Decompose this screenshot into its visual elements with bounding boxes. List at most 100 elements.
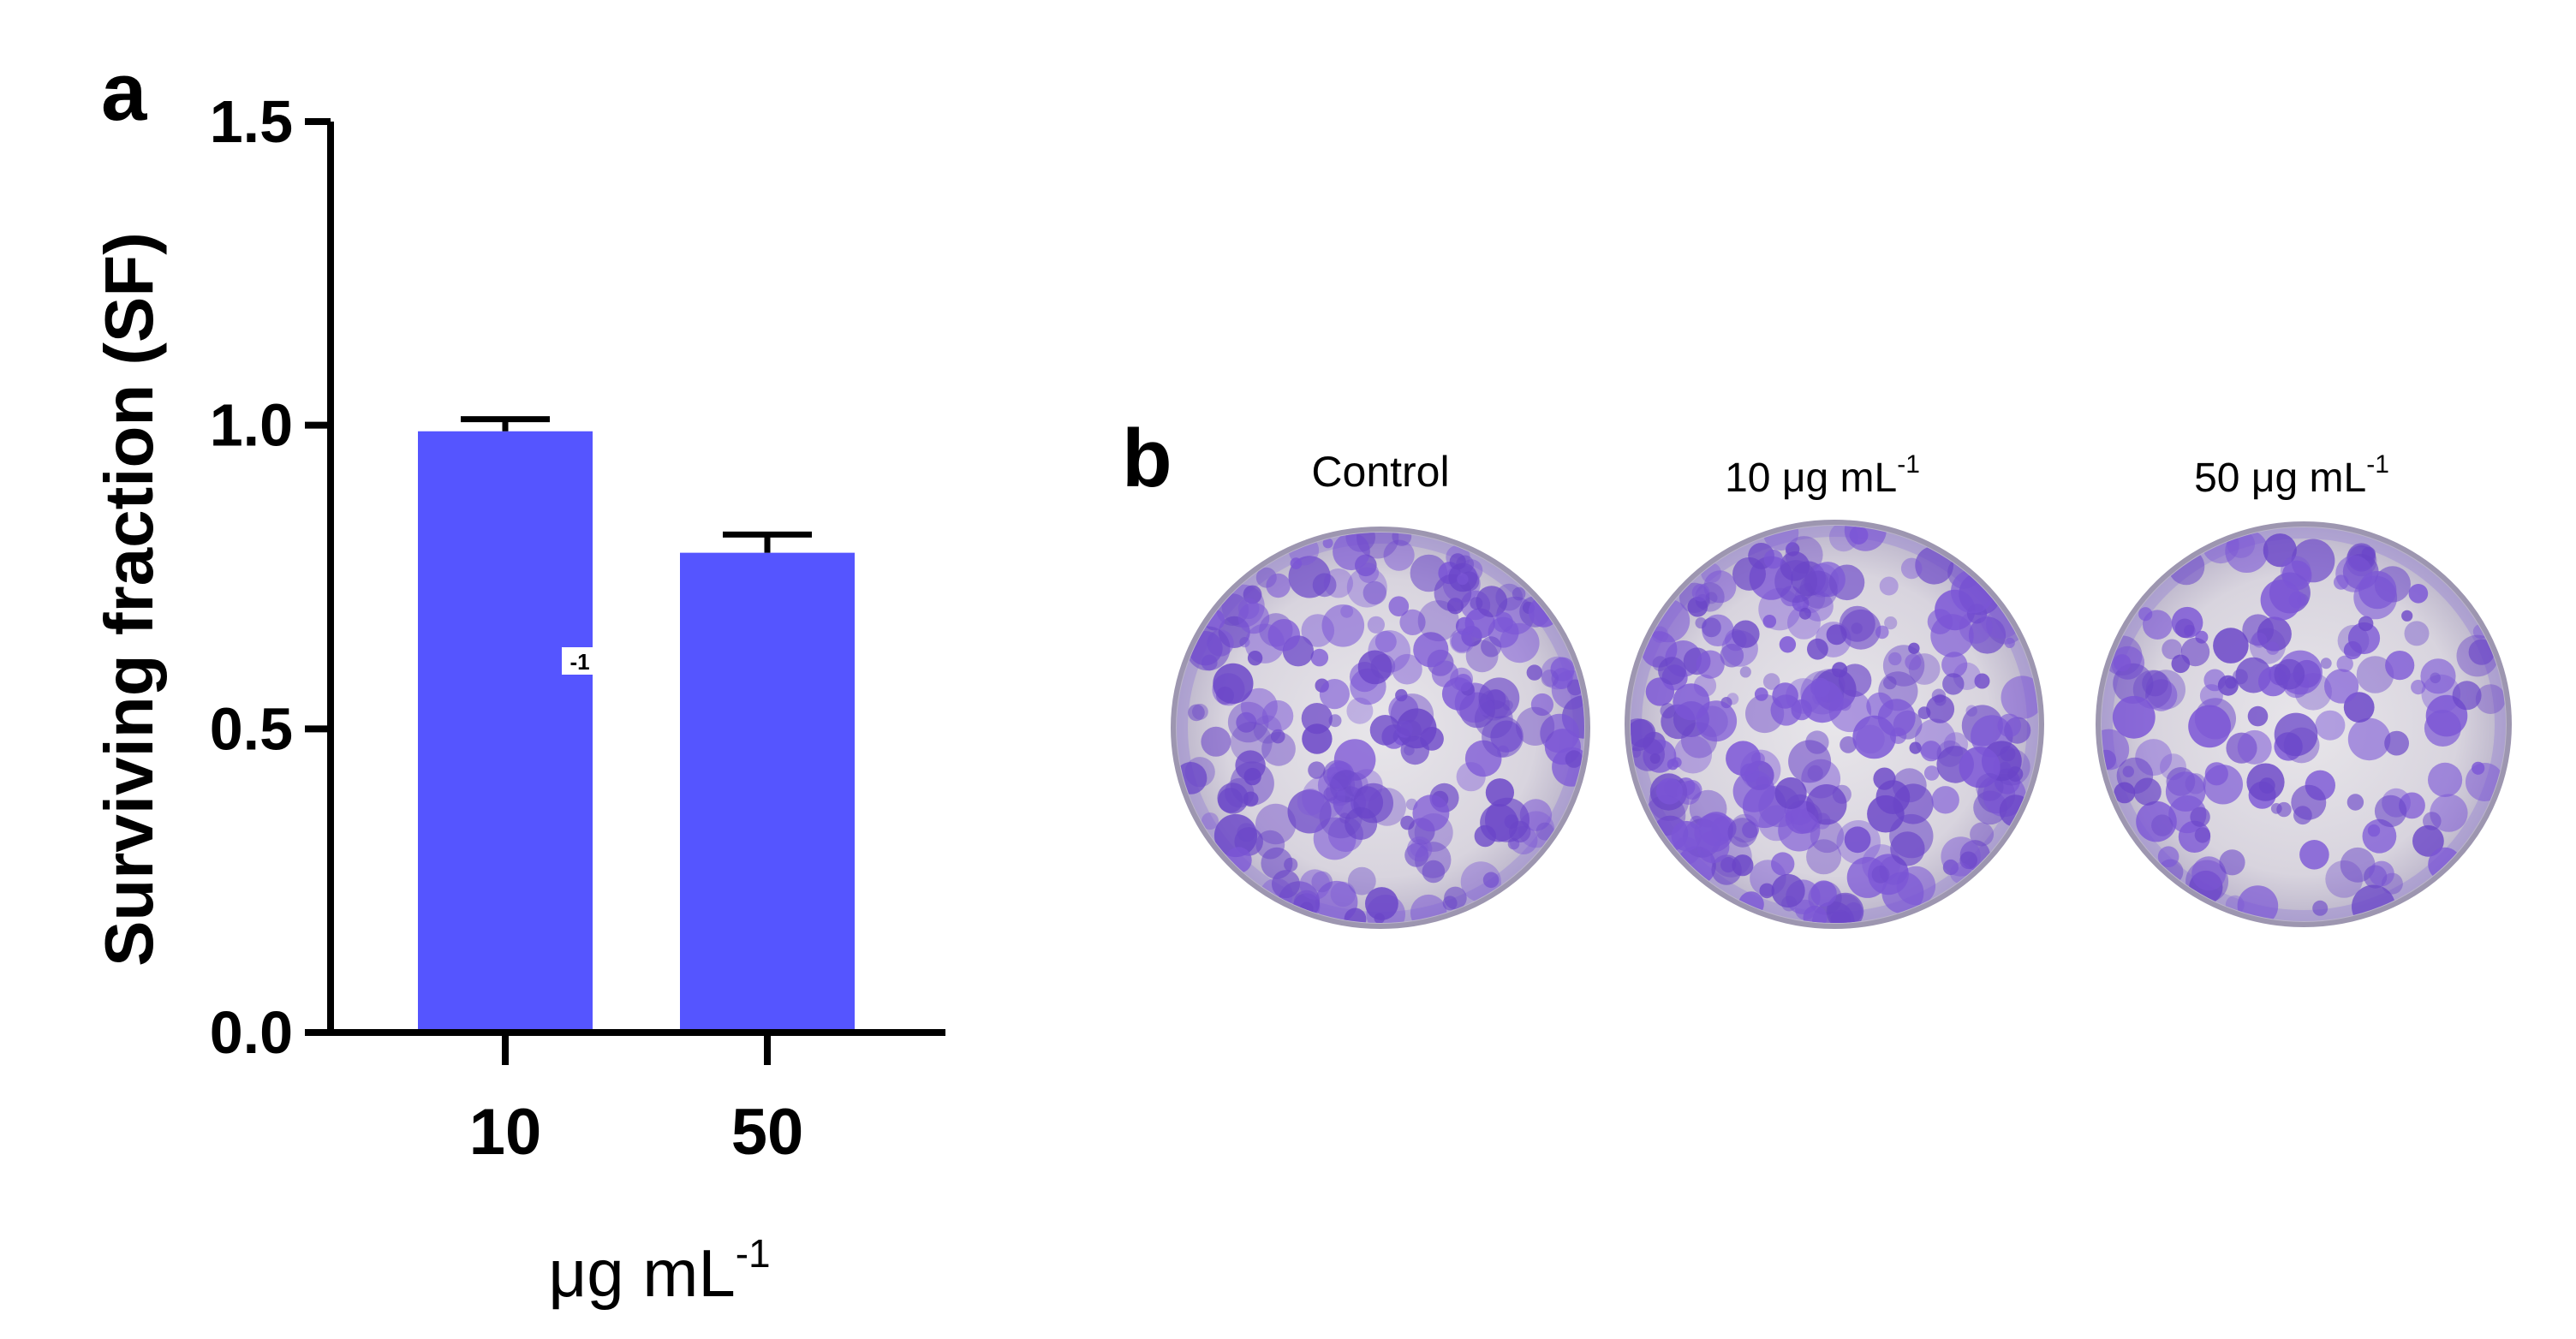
- colony: [1449, 553, 1466, 570]
- colony: [1836, 820, 1881, 865]
- colony: [1959, 747, 2001, 789]
- colony: [1807, 638, 1828, 660]
- colony: [1267, 619, 1301, 652]
- y-tick-label: 0.5: [210, 695, 293, 762]
- colony: [1787, 605, 1821, 640]
- colony: [1905, 653, 1922, 670]
- dish-label-10-text: 10 μg mL: [1725, 455, 1897, 501]
- colony: [2266, 641, 2280, 655]
- colony: [1322, 538, 1333, 549]
- colony: [1691, 583, 1710, 602]
- dish-label-10-sup: -1: [1897, 450, 1920, 479]
- colony: [1810, 562, 1846, 598]
- colony: [2190, 806, 2210, 827]
- colony: [2408, 584, 2429, 604]
- colony: [1476, 586, 1508, 617]
- colony: [2157, 846, 2179, 867]
- dish-rim-stain: [2102, 527, 2506, 921]
- colony: [1237, 602, 1270, 634]
- colony: [1312, 573, 1337, 598]
- colony: [1698, 812, 1733, 847]
- colony: [2174, 618, 2195, 639]
- colony: [2356, 656, 2394, 693]
- colony: [1671, 820, 1702, 852]
- colony: [1852, 715, 1896, 759]
- colony: [1879, 576, 1899, 596]
- colony: [2133, 777, 2162, 806]
- colony: [1383, 539, 1415, 571]
- colony: [2404, 621, 2430, 646]
- colony: [1799, 570, 1838, 609]
- colony: [2320, 658, 2332, 670]
- colony: [1779, 636, 1797, 653]
- colony: [1866, 692, 1893, 720]
- colony: [1974, 673, 1990, 689]
- colony: [1844, 826, 1871, 854]
- colony: [2325, 860, 2364, 898]
- colony: [2257, 616, 2292, 652]
- colony: [1873, 767, 1896, 790]
- colony: [1535, 822, 1554, 841]
- colony: [1788, 740, 1832, 783]
- colony: [2475, 684, 2506, 714]
- colony: [2213, 628, 2249, 664]
- colony: [2258, 777, 2275, 794]
- colony: [2293, 806, 2312, 825]
- colony: [1550, 657, 1575, 681]
- colony: [1839, 605, 1875, 642]
- colony: [2001, 675, 2038, 719]
- colony: [1838, 664, 1872, 697]
- colony: [2428, 762, 2463, 798]
- colony: [1652, 656, 1668, 672]
- colony: [2312, 900, 2329, 916]
- colony: [1660, 703, 1676, 719]
- colony: [2411, 680, 2426, 695]
- colony: [2336, 655, 2353, 673]
- colony: [1396, 720, 1413, 738]
- x-axis-title-main: μg mL: [548, 1235, 735, 1311]
- colony: [1726, 741, 1761, 777]
- colony: [2225, 529, 2269, 573]
- colony: [1247, 651, 1263, 666]
- colony: [1778, 809, 1821, 852]
- colony: [1541, 670, 1559, 687]
- colony: [1844, 526, 1887, 551]
- colony: [1451, 630, 1473, 652]
- colony: [1770, 694, 1802, 726]
- colony: [1482, 872, 1500, 889]
- dish-label-50-sup: -1: [2366, 450, 2389, 479]
- colony: [2423, 812, 2442, 830]
- colony: [2204, 762, 2228, 786]
- colony: [2142, 670, 2168, 697]
- colony: [2194, 827, 2211, 843]
- dish-label-control: Control: [1311, 448, 1449, 496]
- colony: [1367, 616, 1385, 634]
- colony: [1970, 822, 1995, 847]
- colony: [2361, 546, 2376, 561]
- colony: [1908, 642, 1920, 654]
- colony: [2420, 658, 2456, 694]
- colony: [1357, 533, 1399, 559]
- colony: [1888, 652, 1902, 666]
- colony: [1727, 818, 1758, 848]
- colony: [1732, 620, 1760, 648]
- colony: [2219, 849, 2245, 876]
- colony: [1696, 700, 1738, 742]
- colony: [1333, 533, 1370, 571]
- colony: [1478, 677, 1520, 719]
- colonies-control: [1177, 533, 1584, 923]
- colony: [1703, 570, 1737, 604]
- colony: [1884, 616, 1898, 630]
- panel-label-b: b: [1122, 413, 1172, 504]
- colony: [1321, 604, 1365, 647]
- colony: [2280, 556, 2311, 586]
- colony: [1399, 609, 1426, 636]
- colony: [2237, 729, 2272, 765]
- colony: [2151, 814, 2174, 836]
- colony: [1407, 836, 1433, 862]
- colony: [1482, 716, 1524, 758]
- colony: [1346, 567, 1387, 608]
- colony: [1201, 726, 1231, 757]
- colony: [1444, 886, 1467, 910]
- colony: [2358, 616, 2374, 632]
